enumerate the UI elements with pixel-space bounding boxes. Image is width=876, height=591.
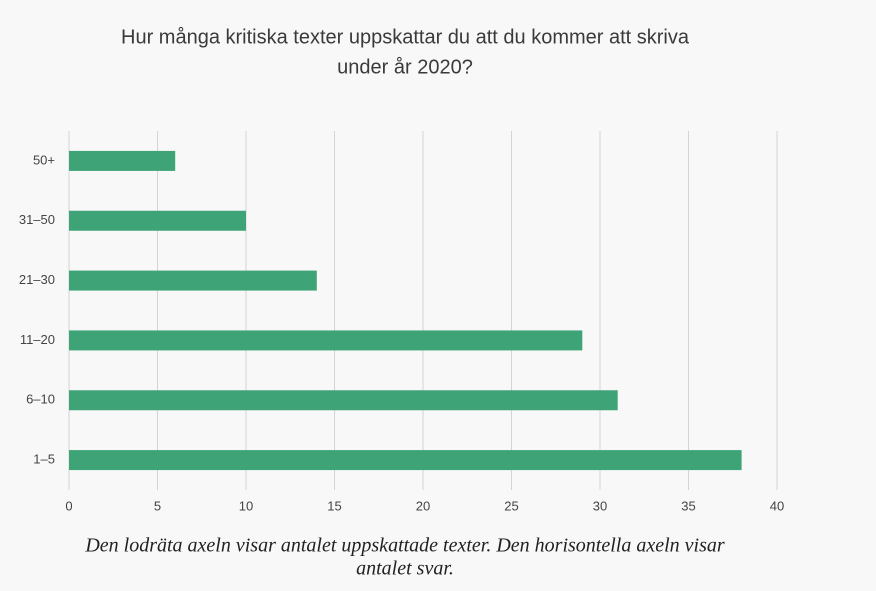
x-tick-label: 20 [416,498,430,513]
y-tick-label: 50+ [33,152,55,167]
x-tick-label: 0 [65,498,72,513]
y-tick-label: 11–20 [20,332,55,347]
x-tick-label: 40 [770,498,784,513]
y-tick-label: 31–50 [19,212,55,227]
bar [69,210,246,231]
bar [69,390,618,411]
caption: antalet svar. [356,558,454,580]
x-tick-label: 10 [239,498,253,513]
chart-title: under år 2020? [337,56,473,78]
bar [69,330,583,351]
caption: Den lodräta axeln visar antalet uppskatt… [84,535,725,557]
x-tick-label: 5 [154,498,161,513]
bar [69,150,176,171]
y-tick-label: 1–5 [33,452,55,467]
y-tick-label: 6–10 [26,392,55,407]
bar [69,450,742,471]
x-tick-label: 35 [681,498,695,513]
x-tick-label: 30 [593,498,607,513]
x-tick-label: 25 [504,498,518,513]
chart-title: Hur många kritiska texter uppskattar du … [121,26,690,48]
y-tick-label: 21–30 [19,272,55,287]
bar [69,270,317,291]
x-tick-label: 15 [327,498,341,513]
